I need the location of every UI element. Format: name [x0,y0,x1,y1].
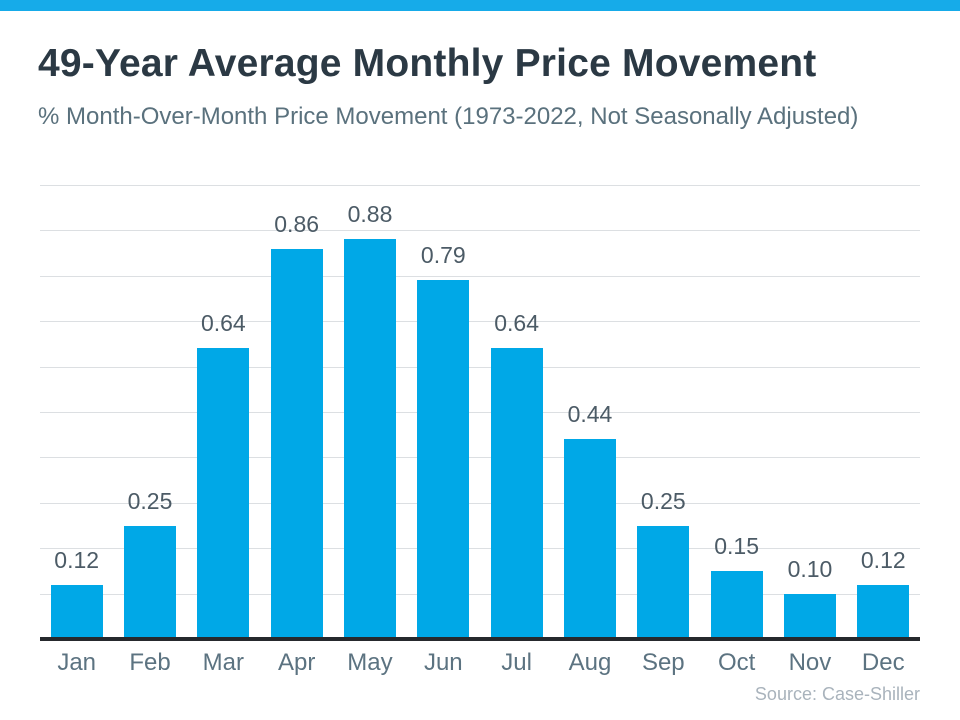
bar-jun [417,280,470,639]
bar-mar [197,348,250,639]
x-tick-label-feb: Feb [129,649,171,676]
gridline [40,275,920,277]
gridline [40,321,920,323]
bar-column-jan: 0.12 [40,185,113,639]
bar-dec [857,584,910,639]
bar-column-mar: 0.64 [187,185,260,639]
x-tick-label-mar: Mar [202,649,244,676]
x-tick-label-nov: Nov [788,649,832,676]
value-label-oct: 0.15 [714,532,759,559]
value-label-apr: 0.86 [274,210,320,237]
bar-sep [637,525,690,639]
bar-column-apr: 0.86 [260,185,333,639]
bar-column-dec: 0.12 [847,185,920,639]
bar-column-jun: 0.79 [407,185,480,639]
bar-feb [123,525,176,639]
gridline [40,412,920,413]
bar-series: 0.12 0.25 0.64 0.86 0.88 0.79 0.64 0.44 0.25 0.15… [40,185,920,639]
value-label-mar: 0.64 [200,310,246,337]
bar-column-may: 0.88 [333,185,406,639]
accent-strip [0,0,960,11]
value-label-dec: 0.12 [860,546,906,573]
bar-column-oct: 0.15 [700,185,773,639]
bar-oct [710,570,763,639]
value-label-nov: 0.10 [787,555,833,582]
value-label-jul: 0.64 [494,310,540,337]
bar-column-aug: 0.44 [553,185,626,639]
x-axis-labels: Jan Feb Mar Apr May Jun Jul Aug Sep Oct Nov Dec [40,649,920,677]
x-tick-label-aug: Aug [568,649,612,676]
x-tick-label-jul: Jul [501,649,532,676]
x-tick-label-apr: Apr [277,649,316,676]
value-label-jan: 0.12 [54,546,100,573]
bar-column-sep: 0.25 [627,185,700,639]
bar-may [343,239,396,639]
bar-aug [563,439,616,639]
x-axis-line [40,637,920,641]
value-label-aug: 0.44 [567,401,613,428]
x-tick-label-dec: Dec [861,649,905,676]
x-tick-label-may: May [347,649,393,676]
bar-column-nov: 0.10 [773,185,846,639]
bar-chart-plot-area: 0.12 0.25 0.64 0.86 0.88 0.79 0.64 0.44 0.25 0.15… [40,185,920,639]
bar-apr [270,248,323,639]
value-label-may: 0.88 [347,201,393,228]
x-tick-label-oct: Oct [717,649,756,676]
gridline [40,548,920,550]
bar-nov [783,593,836,639]
gridline [40,457,920,459]
value-label-sep: 0.25 [640,487,686,514]
bar-jan [50,584,103,639]
value-label-jun: 0.79 [420,242,466,269]
chart-title: 49-Year Average Monthly Price Movement [38,42,817,85]
x-tick-label-jan: Jan [57,649,97,676]
chart-subtitle: % Month-Over-Month Price Movement (1973-… [38,103,859,130]
bar-column-feb: 0.25 [113,185,186,639]
x-tick-label-jun: Jun [423,649,463,676]
x-tick-label-sep: Sep [641,649,685,676]
bar-column-jul: 0.64 [480,185,553,639]
source-credit: Source: Case-Shiller [754,684,920,704]
gridline [40,502,920,504]
gridline [40,185,920,186]
value-label-feb: 0.25 [127,487,173,514]
gridline [40,230,920,232]
bar-jul [490,348,543,639]
gridline [40,593,920,595]
gridline [40,366,920,368]
